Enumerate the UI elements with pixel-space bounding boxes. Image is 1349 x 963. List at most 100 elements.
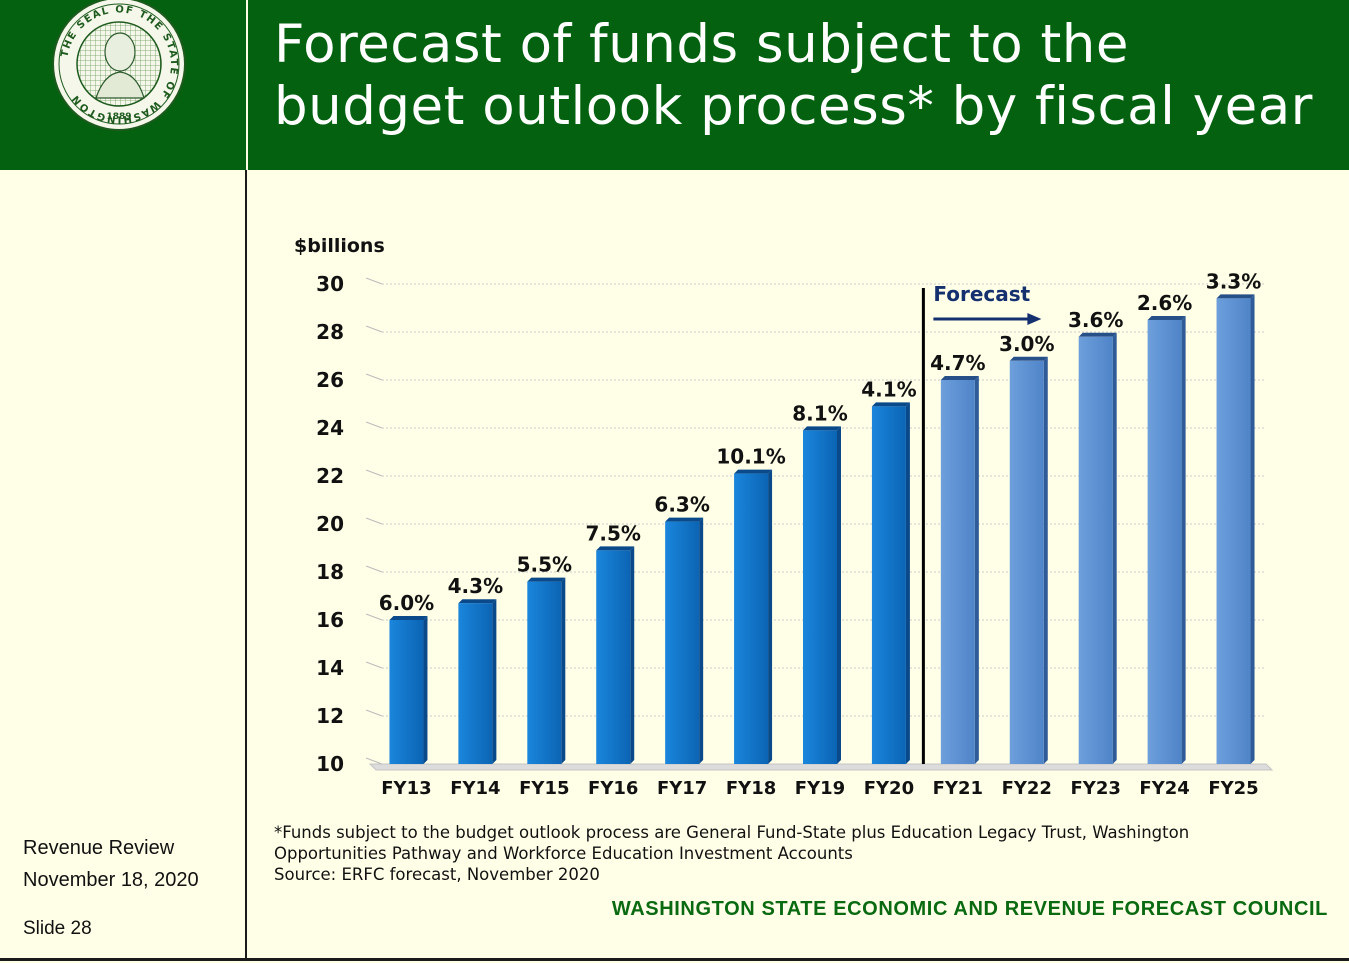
bar-top [1078, 332, 1117, 337]
x-tick-label: FY15 [519, 778, 569, 799]
bar-top [596, 546, 635, 551]
slide-number: Slide 28 [23, 918, 92, 939]
y-tick-label: 22 [316, 464, 344, 488]
y-axis-ticks: 10 12 14 16 18 20 22 24 26 28 30 [316, 272, 344, 776]
page-title: Forecast of funds subject to the budget o… [274, 14, 1313, 137]
bar [803, 430, 837, 764]
forecast-marker: Forecast [921, 282, 1042, 764]
bar-top [940, 376, 979, 380]
y-tick-mark [365, 565, 383, 573]
x-tick-label: FY25 [1208, 778, 1258, 799]
y-tick-mark [365, 613, 383, 621]
data-label: 2.6% [1137, 291, 1192, 315]
bar-side [1250, 294, 1255, 764]
y-tick-label: 24 [316, 416, 344, 440]
y-tick-label: 28 [316, 320, 344, 344]
council-name: WASHINGTON STATE ECONOMIC AND REVENUE FO… [611, 898, 1328, 920]
bar [734, 473, 769, 764]
footnote: *Funds subject to the budget outlook pro… [274, 822, 1274, 885]
data-label: 4.3% [448, 574, 503, 598]
bar-side [837, 426, 841, 764]
x-tick-label: FY16 [588, 778, 638, 799]
x-tick-label: FY17 [657, 778, 707, 799]
data-label: 6.0% [379, 591, 434, 615]
y-tick-mark [365, 325, 383, 333]
bar [596, 550, 631, 764]
forecast-label: Forecast [933, 282, 1030, 306]
footnote-line-2: Opportunities Pathway and Workforce Educ… [274, 844, 853, 863]
x-tick-label: FY19 [795, 778, 845, 799]
x-tick-label: FY23 [1070, 778, 1120, 799]
x-tick-label: FY18 [726, 778, 776, 799]
state-seal-logo: THE SEAL OF THE STATE OF WASHINGTON 1889 [52, 0, 186, 131]
x-axis-ticks: FY13 FY14 FY15 FY16 FY17 FY18 FY19 FY20 FY21 FY22… [381, 778, 1258, 799]
data-label: 3.0% [999, 332, 1054, 356]
forecast-arrow-head [1027, 313, 1042, 325]
y-tick-mark [365, 421, 383, 429]
y-axis-label: $billions [294, 235, 385, 257]
data-label: 5.5% [517, 553, 572, 577]
bar [389, 620, 424, 764]
data-label: 4.1% [861, 377, 916, 401]
x-tick-label: FY21 [933, 778, 983, 799]
bars [389, 294, 1255, 764]
y-tick-mark [365, 661, 383, 669]
x-tick-label: FY22 [1002, 778, 1052, 799]
bar-top [1009, 356, 1048, 361]
bar-side [423, 616, 428, 764]
bar [665, 521, 700, 764]
bar-top [871, 402, 910, 407]
bar-side [1181, 316, 1186, 764]
data-label: 8.1% [792, 401, 847, 425]
svg-text:1889: 1889 [106, 112, 131, 122]
x-tick-label: FY13 [381, 778, 431, 799]
data-label: 4.7% [930, 351, 985, 375]
bar-side [1112, 332, 1117, 764]
bar-top [734, 469, 773, 474]
bar-top [803, 426, 841, 431]
sidebar-date: November 18, 2020 [23, 869, 199, 891]
y-tick-label: 20 [316, 512, 344, 536]
bar-side [492, 599, 497, 764]
bar-side [561, 577, 566, 764]
bar-side [699, 517, 704, 764]
bar-side [630, 546, 635, 764]
bar-side [974, 376, 979, 764]
sidebar-info: Revenue Review November 18, 2020 [23, 832, 199, 896]
data-label: 3.6% [1068, 308, 1123, 332]
y-tick-label: 16 [316, 608, 344, 632]
y-tick-label: 12 [316, 704, 344, 728]
header-seal-panel: THE SEAL OF THE STATE OF WASHINGTON 1889 [0, 0, 246, 170]
data-label: 6.3% [654, 493, 709, 517]
x-tick-label: FY20 [864, 778, 914, 799]
bar-top [1147, 316, 1186, 320]
y-tick-label: 18 [316, 560, 344, 584]
sidebar-title: Revenue Review [23, 837, 175, 859]
bar-side [905, 402, 910, 764]
y-tick-mark [365, 757, 383, 765]
bar-top [1216, 294, 1255, 299]
bar [1216, 298, 1251, 764]
y-tick-label: 26 [316, 368, 344, 392]
bar [1147, 320, 1182, 764]
chart-floor [368, 763, 1274, 771]
data-label: 3.3% [1206, 269, 1261, 293]
data-label: 10.1% [716, 445, 785, 469]
y-tick-mark [365, 277, 383, 285]
bar [940, 380, 975, 764]
y-tick-mark [365, 517, 383, 525]
x-tick-label: FY14 [450, 778, 500, 799]
sidebar-divider [245, 170, 247, 960]
header-title-panel: Forecast of funds subject to the budget o… [248, 0, 1349, 170]
x-tick-label: FY24 [1139, 778, 1189, 799]
y-tick-mark [365, 469, 383, 477]
bottom-divider [0, 958, 1349, 961]
bar [458, 603, 493, 764]
data-labels: 6.0% 4.3% 5.5% 7.5% 6.3% 10.1% 8.1% 4.1% 4.7% 3.0… [379, 269, 1262, 615]
y-tick-label: 30 [316, 272, 344, 296]
bar [1009, 360, 1044, 764]
bar-top [458, 599, 497, 604]
bar [527, 581, 562, 764]
bar-top [527, 577, 566, 582]
